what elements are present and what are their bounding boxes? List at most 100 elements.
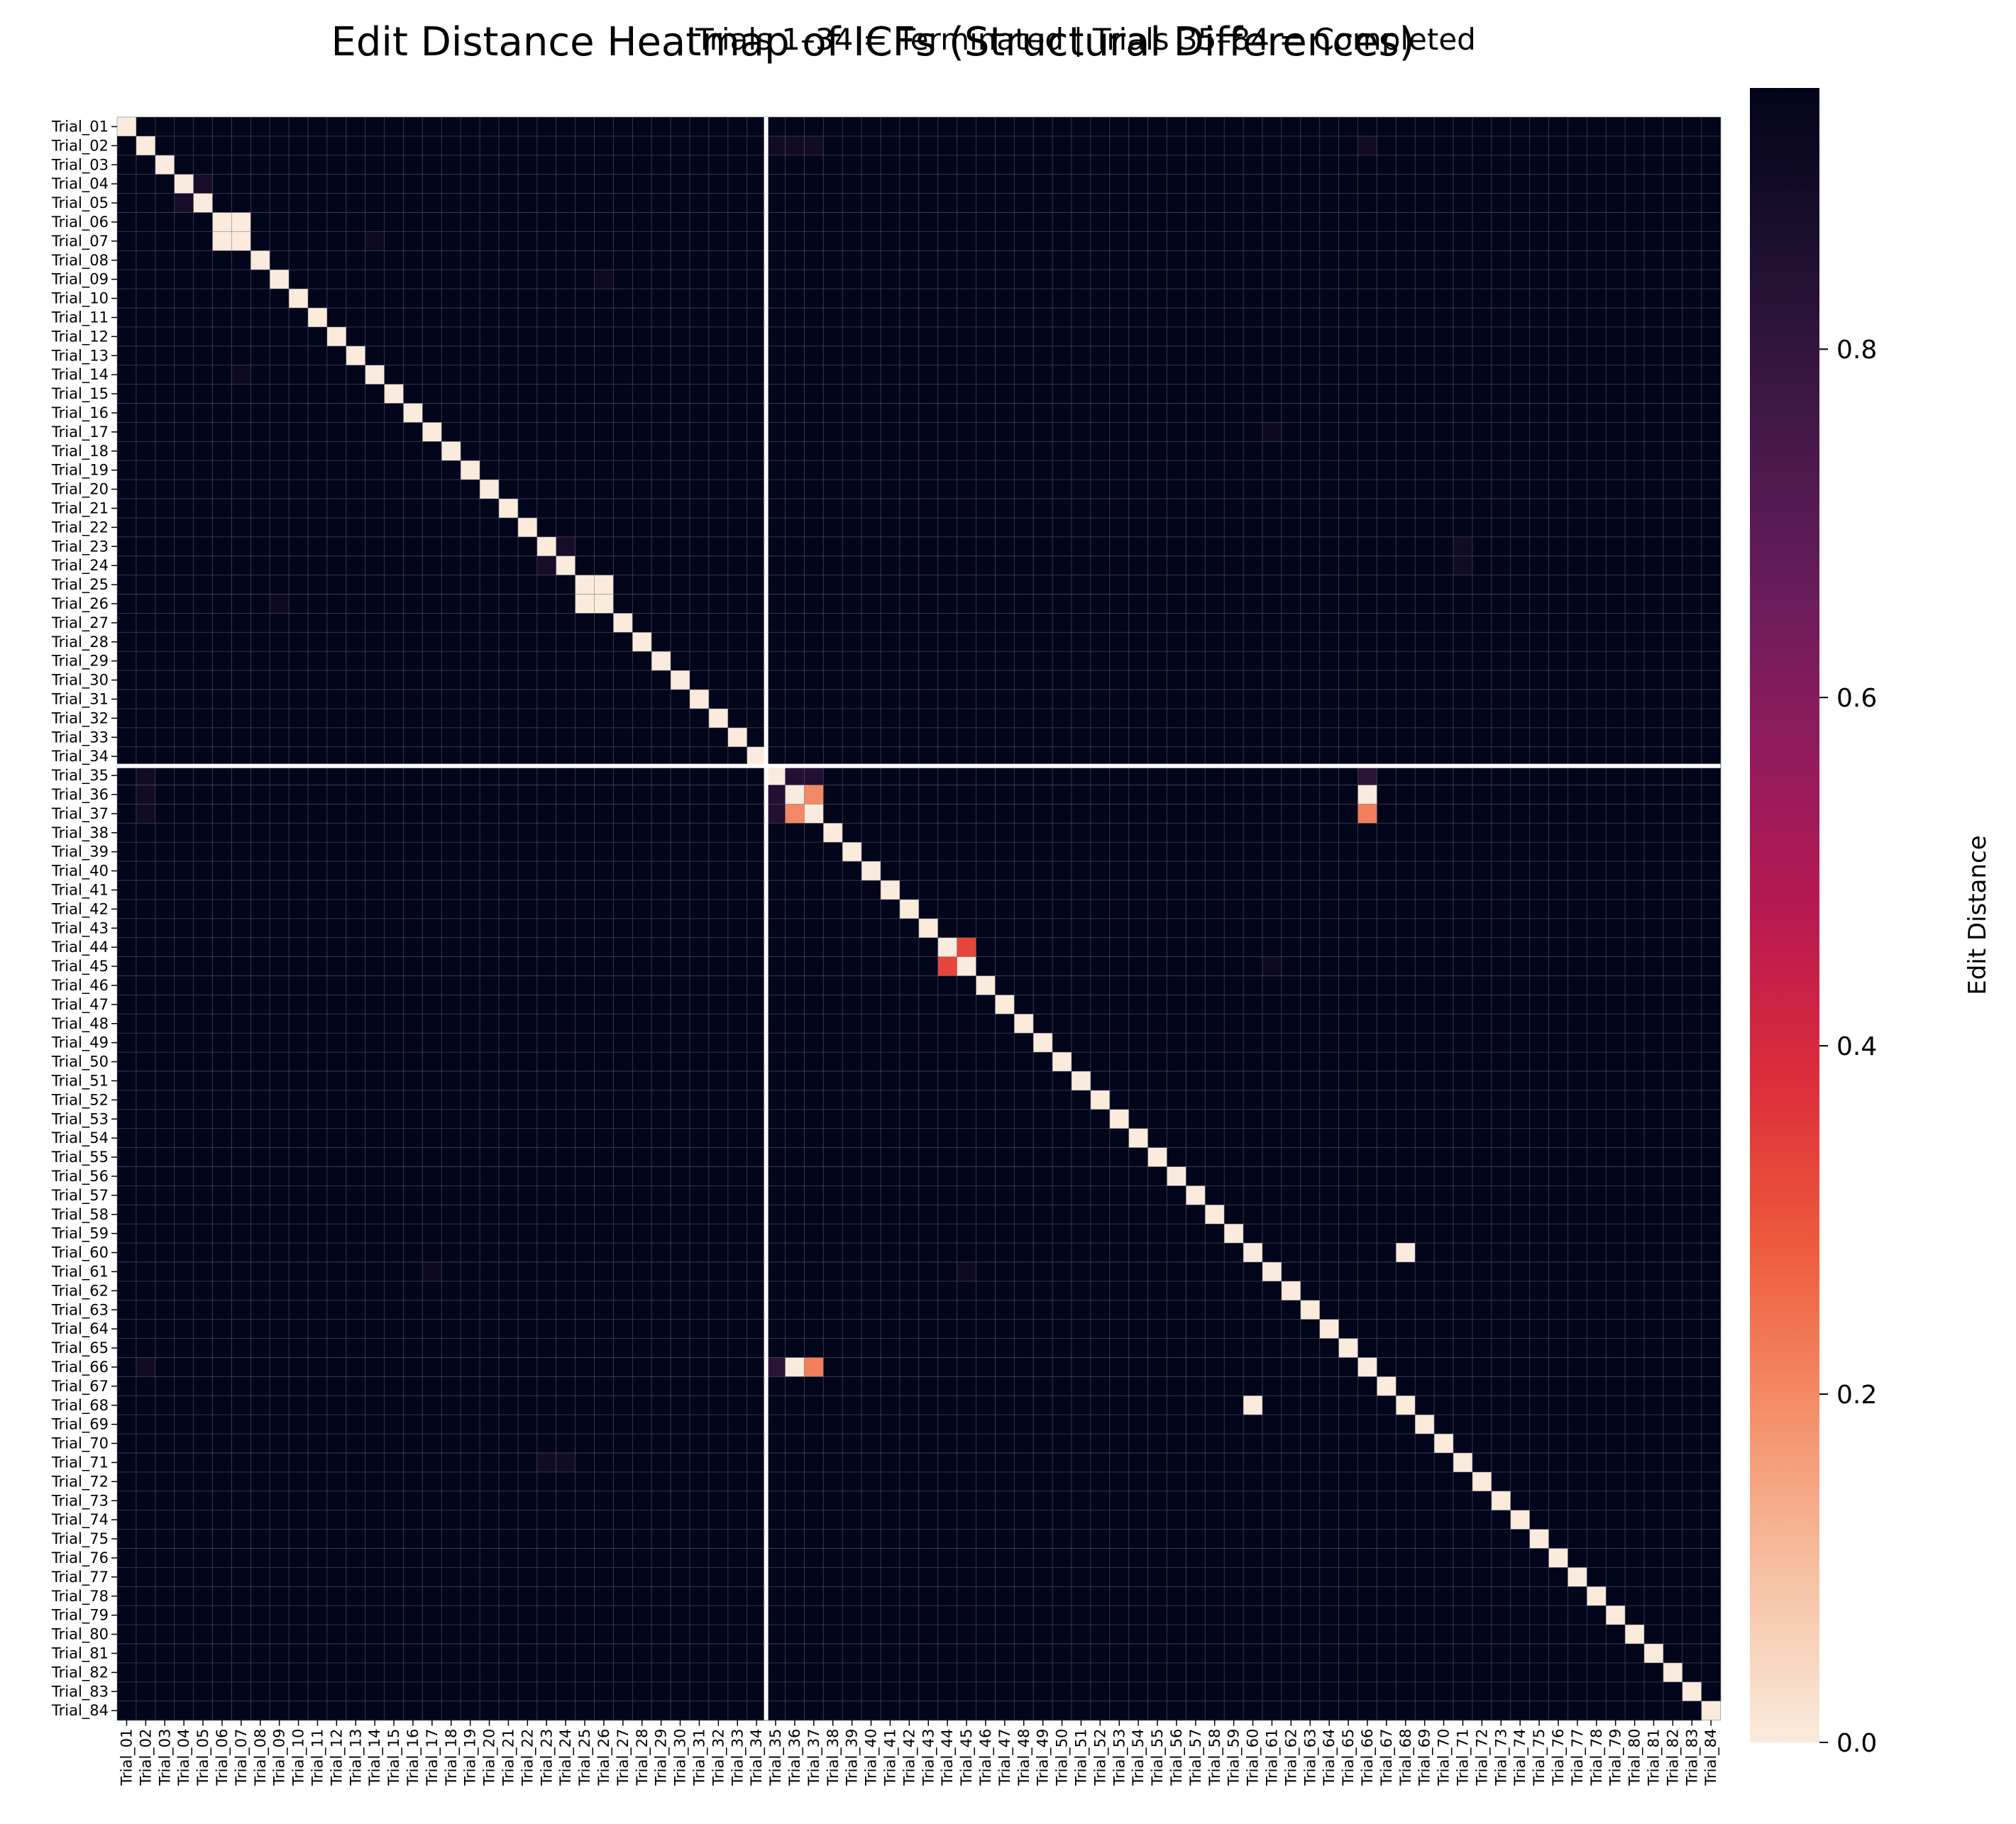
heatmap-cell <box>766 441 786 461</box>
heatmap-cell <box>1644 1205 1664 1225</box>
heatmap-cell <box>1682 937 1702 958</box>
heatmap-cell <box>727 1090 748 1110</box>
heatmap-cell <box>823 1014 843 1034</box>
heatmap-cell <box>1548 556 1568 576</box>
heatmap-cell <box>671 899 690 919</box>
heatmap-cell <box>1548 1147 1568 1168</box>
heatmap-cell <box>1319 441 1340 461</box>
heatmap-cell <box>1682 613 1702 633</box>
heatmap-cell <box>1701 575 1722 595</box>
heatmap-cell <box>1205 289 1225 309</box>
heatmap-cell <box>1262 193 1282 214</box>
heatmap-cell <box>1415 1147 1435 1168</box>
heatmap-cell <box>174 155 194 175</box>
heatmap-cell <box>1033 1014 1053 1034</box>
heatmap-cell <box>1338 326 1359 347</box>
heatmap-cell <box>957 708 977 729</box>
heatmap-cell <box>1568 556 1587 576</box>
heatmap-cell <box>613 308 633 328</box>
heatmap-cell <box>422 308 442 328</box>
heatmap-cell <box>823 193 843 214</box>
heatmap-cell <box>804 136 824 156</box>
heatmap-cell <box>193 193 214 214</box>
heatmap-cell <box>174 231 194 251</box>
heatmap-cell <box>1606 1185 1626 1205</box>
heatmap-cell <box>1587 480 1607 499</box>
heatmap-cell <box>1701 632 1722 652</box>
heatmap-cell <box>308 536 328 557</box>
heatmap-cell <box>1243 613 1263 633</box>
heatmap-cell <box>861 804 881 824</box>
heatmap-cell <box>1625 1014 1645 1034</box>
heatmap-cell <box>480 746 500 767</box>
heatmap-cell <box>1052 632 1072 652</box>
heatmap-cell <box>384 1109 404 1129</box>
heatmap-cell <box>403 1147 423 1168</box>
heatmap-cell <box>193 346 214 366</box>
heatmap-cell <box>461 441 480 461</box>
heatmap-cell <box>250 231 270 251</box>
heatmap-cell <box>1338 1014 1359 1034</box>
heatmap-cell <box>231 1166 251 1186</box>
heatmap-cell <box>918 651 939 671</box>
heatmap-cell <box>1262 1128 1282 1149</box>
heatmap-cell <box>632 937 652 958</box>
heatmap-cell <box>613 1014 633 1034</box>
heatmap-cell <box>861 899 881 919</box>
heatmap-cell <box>1625 231 1645 251</box>
heatmap-cell <box>1396 384 1416 404</box>
heatmap-cell <box>461 1090 480 1110</box>
heatmap-cell <box>117 708 137 729</box>
heatmap-cell <box>1644 765 1664 786</box>
heatmap-cell <box>403 956 423 977</box>
heatmap-cell <box>1090 499 1111 519</box>
heatmap-cell <box>918 326 939 347</box>
heatmap-cell <box>403 1090 423 1110</box>
heatmap-cell <box>613 231 633 251</box>
heatmap-cell <box>1072 499 1091 519</box>
heatmap-cell <box>899 536 920 557</box>
heatmap-cell <box>1663 117 1683 137</box>
heatmap-cell <box>1377 594 1397 614</box>
heatmap-cell <box>1625 365 1645 385</box>
heatmap-cell <box>1338 956 1359 977</box>
heatmap-cell <box>842 517 862 538</box>
heatmap-cell <box>651 117 671 137</box>
heatmap-cell <box>403 136 423 156</box>
heatmap-cell <box>651 326 671 347</box>
heatmap-cell <box>594 1052 614 1072</box>
heatmap-cell <box>308 708 328 729</box>
heatmap-cell <box>1453 651 1473 671</box>
heatmap-cell <box>881 1166 900 1186</box>
heatmap-cell <box>1434 1224 1454 1244</box>
heatmap-cell <box>231 880 251 900</box>
heatmap-cell <box>1109 517 1130 538</box>
heatmap-cell <box>308 1033 328 1053</box>
heatmap-cell <box>1338 1071 1359 1091</box>
heatmap-cell <box>1338 536 1359 557</box>
heatmap-cell <box>957 918 977 939</box>
heatmap-cell <box>1510 975 1531 995</box>
heatmap-cell <box>1434 594 1454 614</box>
heatmap-cell <box>976 556 996 576</box>
heatmap-cell <box>1701 289 1722 309</box>
heatmap-cell <box>1568 117 1587 137</box>
heatmap-cell <box>747 1052 767 1072</box>
heatmap-cell <box>1568 1166 1587 1186</box>
heatmap-cell <box>1377 651 1397 671</box>
heatmap-cell <box>270 1224 290 1244</box>
heatmap-cell <box>785 995 805 1015</box>
heatmap-cell <box>461 270 480 289</box>
heatmap-cell <box>422 1090 442 1110</box>
heatmap-cell <box>1109 880 1130 900</box>
heatmap-cell <box>937 995 958 1015</box>
heatmap-cell <box>1548 308 1568 328</box>
heatmap-cell <box>1453 536 1473 557</box>
heatmap-cell <box>250 193 270 214</box>
heatmap-cell <box>326 308 347 328</box>
heatmap-cell <box>937 594 958 614</box>
heatmap-cell <box>594 842 614 862</box>
heatmap-cell <box>1491 1052 1511 1072</box>
heatmap-cell <box>651 250 671 270</box>
heatmap-cell <box>136 1243 156 1263</box>
